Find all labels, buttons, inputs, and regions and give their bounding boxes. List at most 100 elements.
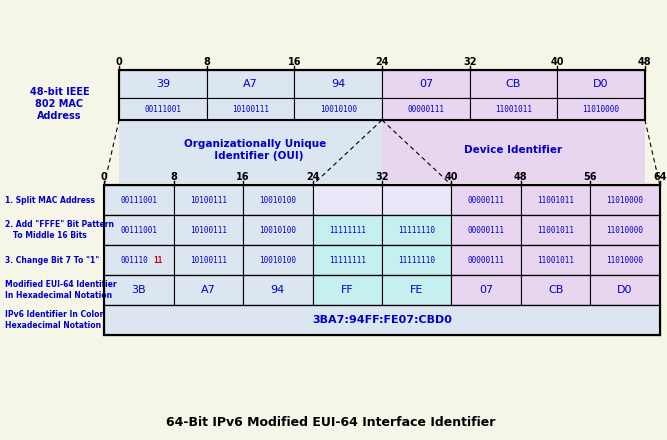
Text: 10100111: 10100111 (190, 195, 227, 205)
Text: Modified EUI-64 Identifier
In Hexadecimal Notation: Modified EUI-64 Identifier In Hexadecima… (5, 280, 117, 300)
FancyBboxPatch shape (382, 120, 645, 183)
FancyBboxPatch shape (521, 245, 590, 275)
FancyBboxPatch shape (558, 98, 645, 120)
Text: 10100111: 10100111 (190, 256, 227, 264)
Text: 00111001: 00111001 (121, 225, 157, 235)
FancyBboxPatch shape (382, 275, 452, 305)
Text: 3. Change Bit 7 To "1": 3. Change Bit 7 To "1" (5, 256, 99, 264)
FancyBboxPatch shape (104, 245, 173, 275)
FancyBboxPatch shape (382, 185, 452, 215)
Text: 10100111: 10100111 (190, 225, 227, 235)
Text: 24: 24 (376, 57, 389, 67)
Text: CB: CB (506, 79, 521, 89)
Text: 11001011: 11001011 (537, 225, 574, 235)
Text: 11010000: 11010000 (606, 225, 644, 235)
Text: 94: 94 (271, 285, 285, 295)
Text: 07: 07 (419, 79, 433, 89)
Text: FE: FE (410, 285, 424, 295)
FancyBboxPatch shape (207, 98, 294, 120)
Text: 56: 56 (584, 172, 597, 182)
FancyBboxPatch shape (590, 275, 660, 305)
FancyBboxPatch shape (382, 245, 452, 275)
Text: 48: 48 (514, 172, 528, 182)
Text: 00111001: 00111001 (121, 195, 157, 205)
Text: 10010100: 10010100 (259, 256, 296, 264)
FancyBboxPatch shape (590, 215, 660, 245)
FancyBboxPatch shape (452, 215, 521, 245)
Text: 11010000: 11010000 (606, 256, 644, 264)
FancyBboxPatch shape (294, 70, 382, 98)
FancyBboxPatch shape (243, 215, 313, 245)
FancyBboxPatch shape (521, 275, 590, 305)
FancyBboxPatch shape (104, 305, 660, 335)
Text: D0: D0 (594, 79, 609, 89)
Text: 94: 94 (331, 79, 346, 89)
Text: 48: 48 (638, 57, 652, 67)
Text: 0: 0 (115, 57, 123, 67)
FancyBboxPatch shape (382, 70, 470, 98)
Text: 07: 07 (479, 285, 493, 295)
Text: 39: 39 (156, 79, 170, 89)
Text: 40: 40 (445, 172, 458, 182)
Text: Device Identifier: Device Identifier (464, 145, 562, 155)
FancyBboxPatch shape (207, 70, 294, 98)
Text: 3B: 3B (131, 285, 146, 295)
FancyBboxPatch shape (521, 185, 590, 215)
Text: 00000111: 00000111 (408, 105, 444, 114)
Text: 1. Split MAC Address: 1. Split MAC Address (5, 195, 95, 205)
Text: 48-bit IEEE
802 MAC
Address: 48-bit IEEE 802 MAC Address (30, 88, 89, 121)
Text: Organizationally Unique
  Identifier (OUI): Organizationally Unique Identifier (OUI) (184, 139, 327, 161)
Text: D0: D0 (618, 285, 633, 295)
Text: 2. Add "FFFE" Bit Pattern
   To Middle 16 Bits: 2. Add "FFFE" Bit Pattern To Middle 16 B… (5, 220, 114, 240)
Text: 11010000: 11010000 (582, 105, 620, 114)
FancyBboxPatch shape (313, 185, 382, 215)
Text: 11111111: 11111111 (329, 225, 366, 235)
Text: CB: CB (548, 285, 564, 295)
FancyBboxPatch shape (119, 98, 207, 120)
FancyBboxPatch shape (243, 275, 313, 305)
FancyBboxPatch shape (452, 245, 521, 275)
Text: 11001011: 11001011 (537, 256, 574, 264)
FancyBboxPatch shape (294, 98, 382, 120)
FancyBboxPatch shape (313, 275, 382, 305)
FancyBboxPatch shape (119, 120, 382, 183)
FancyBboxPatch shape (104, 275, 173, 305)
FancyBboxPatch shape (243, 245, 313, 275)
Text: 64-Bit IPv6 Modified EUI-64 Interface Identifier: 64-Bit IPv6 Modified EUI-64 Interface Id… (165, 415, 495, 429)
FancyBboxPatch shape (104, 215, 173, 245)
Text: 40: 40 (550, 57, 564, 67)
Text: 8: 8 (170, 172, 177, 182)
FancyBboxPatch shape (243, 185, 313, 215)
FancyBboxPatch shape (452, 185, 521, 215)
FancyBboxPatch shape (173, 215, 243, 245)
Text: FF: FF (341, 285, 354, 295)
FancyBboxPatch shape (104, 185, 173, 215)
Text: 32: 32 (376, 172, 389, 182)
Text: 16: 16 (287, 57, 301, 67)
Text: 16: 16 (236, 172, 250, 182)
FancyBboxPatch shape (382, 215, 452, 245)
Text: 11010000: 11010000 (606, 195, 644, 205)
Text: 00000111: 00000111 (468, 225, 505, 235)
Text: 11001011: 11001011 (495, 105, 532, 114)
Text: 10010100: 10010100 (259, 225, 296, 235)
FancyBboxPatch shape (313, 245, 382, 275)
FancyBboxPatch shape (590, 245, 660, 275)
FancyBboxPatch shape (119, 70, 207, 98)
FancyBboxPatch shape (470, 98, 558, 120)
Text: 0: 0 (101, 172, 107, 182)
FancyBboxPatch shape (558, 70, 645, 98)
Text: A7: A7 (201, 285, 215, 295)
Text: 24: 24 (305, 172, 319, 182)
Text: 11111111: 11111111 (329, 256, 366, 264)
Text: 001110: 001110 (120, 256, 148, 264)
Text: 64: 64 (653, 172, 666, 182)
Text: 8: 8 (203, 57, 210, 67)
Text: 00000111: 00000111 (468, 195, 505, 205)
Text: 10100111: 10100111 (232, 105, 269, 114)
FancyBboxPatch shape (313, 215, 382, 245)
Text: 11111110: 11111110 (398, 256, 436, 264)
Text: 00111001: 00111001 (144, 105, 181, 114)
Text: A7: A7 (243, 79, 258, 89)
Text: IPv6 Identifier In Colon
Hexadecimal Notation: IPv6 Identifier In Colon Hexadecimal Not… (5, 310, 105, 330)
